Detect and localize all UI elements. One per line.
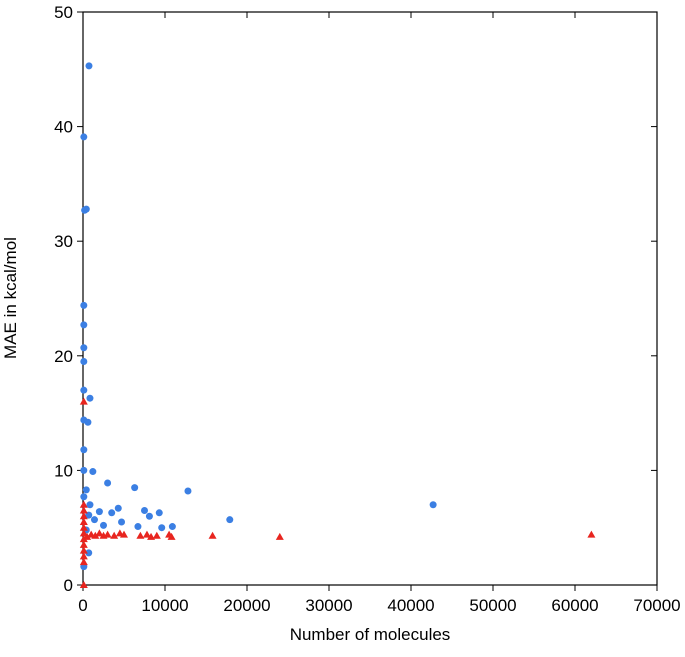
point-circle (145, 512, 153, 520)
point-circle (80, 386, 88, 394)
point-circle (184, 487, 192, 495)
point-circle (114, 504, 122, 512)
point-circle (104, 479, 112, 487)
x-tick-label: 50000 (469, 596, 516, 615)
point-circle (100, 521, 107, 529)
point-circle (429, 501, 437, 509)
y-tick-label: 20 (54, 347, 73, 366)
point-triangle (136, 531, 145, 539)
y-axis-label: MAE in kcal/mol (1, 237, 20, 359)
x-tick-label: 10000 (141, 596, 188, 615)
point-circle (134, 523, 142, 531)
point-circle (80, 344, 88, 352)
point-circle (141, 507, 148, 515)
point-triangle (587, 530, 596, 538)
point-triangle (79, 546, 88, 554)
point-circle (131, 484, 139, 492)
point-triangle (79, 512, 88, 520)
point-circle (155, 509, 163, 517)
point-triangle (165, 530, 174, 538)
x-tick-label: 70000 (633, 596, 680, 615)
point-triangle (79, 540, 88, 548)
y-tick-label: 30 (54, 232, 73, 251)
x-axis-label: Number of molecules (290, 625, 451, 644)
x-tick-label: 0 (78, 596, 87, 615)
point-circle (108, 509, 116, 517)
point-triangle (79, 535, 88, 543)
point-circle (80, 358, 88, 366)
y-tick-label: 10 (54, 461, 73, 480)
point-triangle (99, 531, 108, 539)
point-circle (95, 508, 103, 516)
point-triangle (95, 529, 104, 537)
point-circle (80, 466, 88, 474)
point-circle (118, 518, 126, 526)
point-triangle (79, 517, 88, 525)
point-circle (82, 205, 90, 213)
point-triangle (79, 552, 88, 560)
point-triangle (79, 581, 88, 588)
point-triangle (79, 397, 88, 405)
x-tick-label: 60000 (551, 596, 598, 615)
y-tick-label: 50 (54, 3, 73, 22)
point-circle (85, 549, 93, 557)
point-triangle (115, 529, 124, 537)
point-triangle (208, 531, 217, 539)
point-triangle (79, 506, 88, 514)
y-tick-label: 40 (54, 118, 73, 137)
x-tick-label: 40000 (387, 596, 434, 615)
point-circle (168, 523, 176, 531)
point-triangle (79, 529, 88, 537)
point-triangle (110, 531, 119, 539)
point-circle (80, 301, 88, 309)
point-circle (80, 133, 88, 141)
x-tick-label: 30000 (305, 596, 352, 615)
point-triangle (275, 532, 284, 540)
point-triangle (152, 531, 161, 539)
point-circle (84, 418, 92, 426)
point-circle (89, 468, 97, 476)
point-triangle (147, 532, 156, 540)
point-triangle (79, 500, 88, 508)
point-circle (158, 524, 166, 532)
point-triangle (79, 558, 88, 566)
plot-frame (82, 11, 658, 586)
point-circle (85, 62, 93, 70)
point-circle (86, 501, 94, 509)
y-tick-label: 0 (64, 576, 73, 595)
point-circle (80, 321, 88, 329)
point-circle (226, 516, 234, 524)
point-circle (90, 516, 98, 524)
point-triangle (87, 530, 96, 538)
point-circle (82, 486, 90, 494)
point-circle (80, 446, 88, 454)
x-tick-label: 20000 (223, 596, 270, 615)
point-circle (86, 394, 94, 402)
point-triangle (142, 530, 151, 538)
point-circle (80, 493, 88, 501)
point-triangle (79, 523, 88, 531)
